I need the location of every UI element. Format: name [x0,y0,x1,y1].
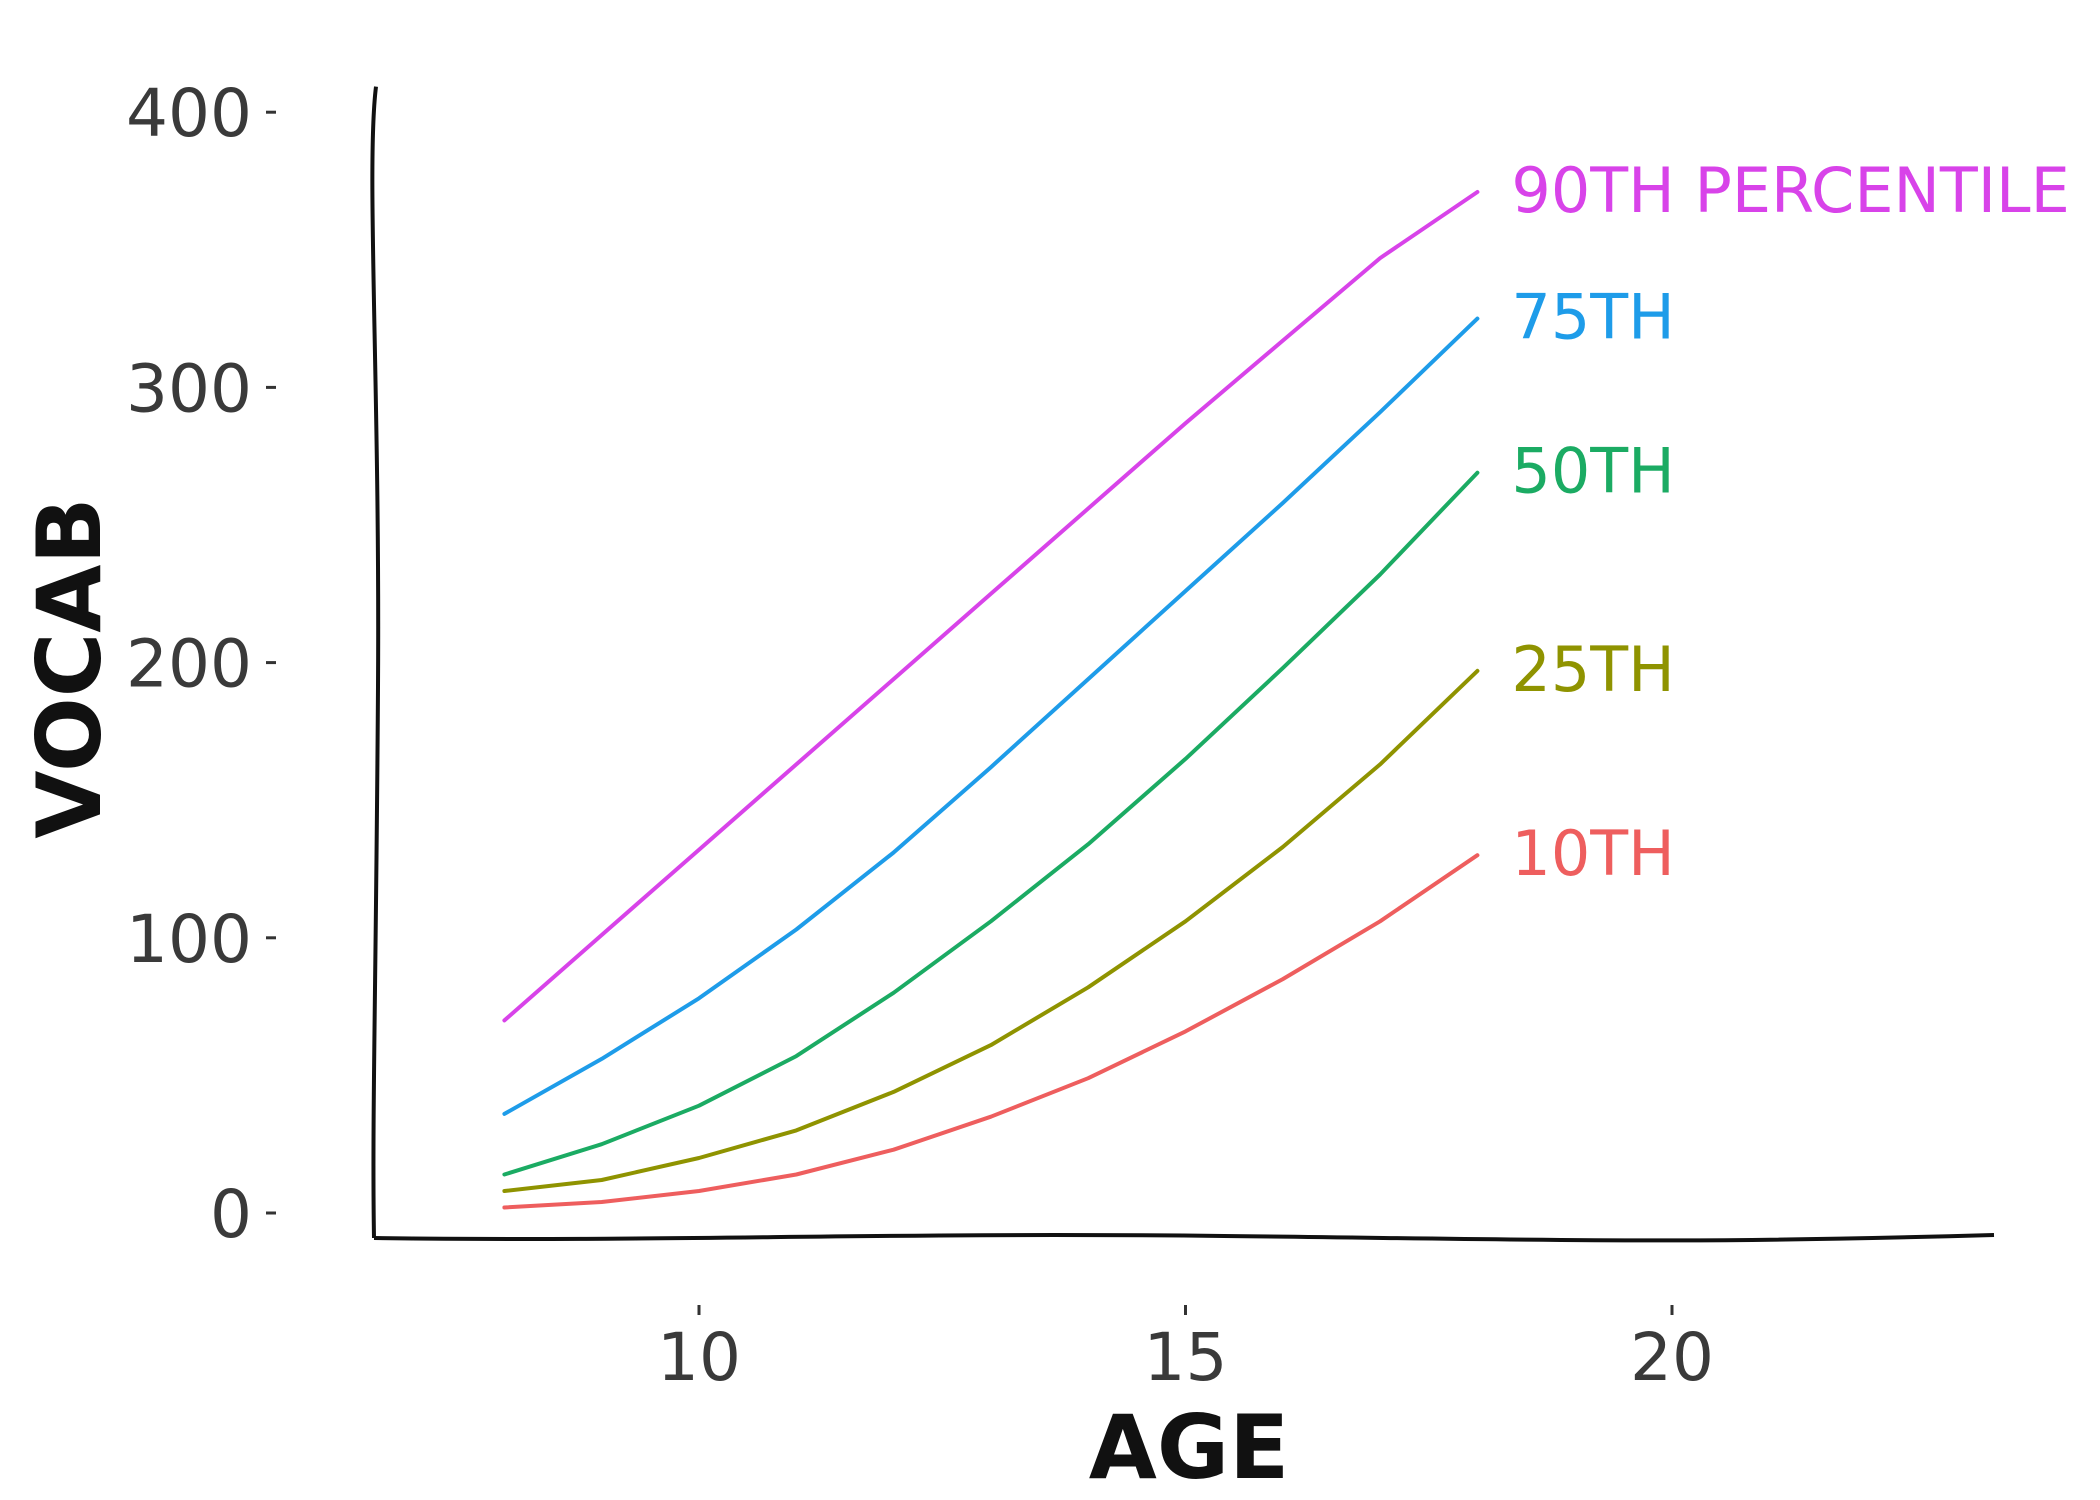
y-tick-label: 200 [126,626,252,703]
series-label: 75TH [1511,281,1674,354]
y-axis-title: VOCAB [18,497,121,838]
series-lines [502,190,1480,1210]
series-label: 25TH [1511,633,1674,706]
y-tick-label: 400 [126,75,252,152]
series-line [502,668,1480,1193]
series-line [502,316,1480,1116]
series-label: 10TH [1511,817,1674,890]
x-tick-label: 10 [657,1319,741,1396]
y-axis-line [370,86,381,1239]
series-label: 90TH PERCENTILE [1511,154,2069,227]
y-tick-label: 0 [210,1176,252,1253]
y-axis-ticks: 0 100 200 300 400 [126,75,276,1253]
series-line [502,853,1480,1210]
y-tick-label: 300 [126,350,252,427]
x-tick-label: 15 [1144,1319,1228,1396]
x-axis-line [373,1233,1995,1243]
series-line [502,470,1480,1177]
x-axis-ticks: 10 15 20 [657,1305,1714,1396]
axes [370,86,1995,1243]
series-labels: 10TH 25TH 50TH 75TH 90TH PERCENTILE [1511,154,2069,890]
series-label: 50TH [1511,435,1674,508]
y-tick-label: 100 [126,901,252,978]
x-tick-label: 20 [1630,1319,1714,1396]
x-axis-title: AGE [1089,1396,1289,1499]
series-line [502,190,1480,1023]
